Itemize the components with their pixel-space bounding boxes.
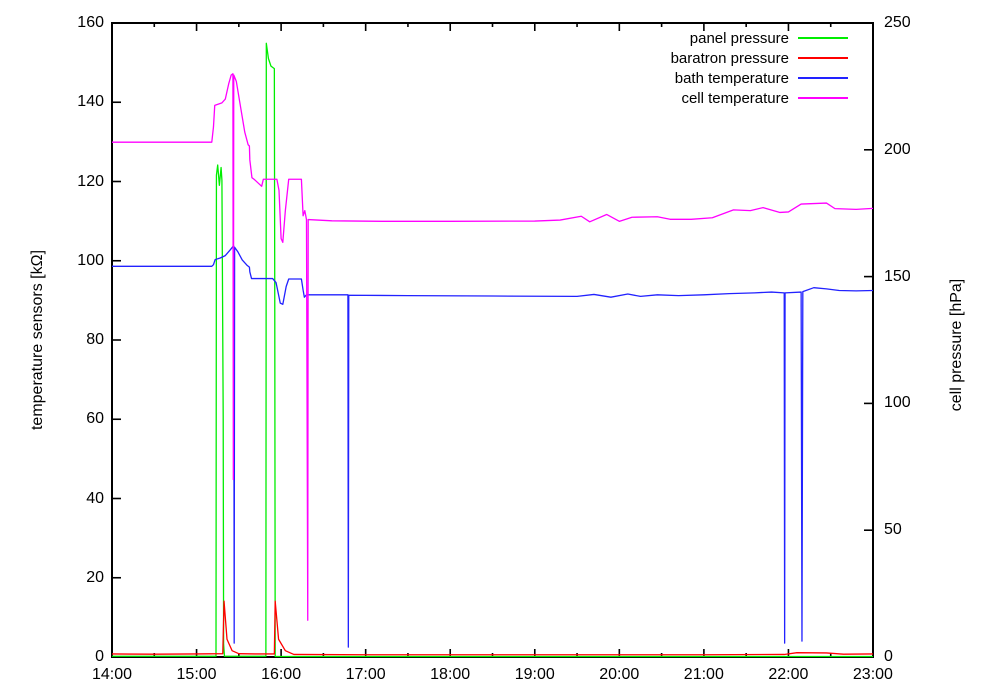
legend-label: cell temperature [681, 89, 789, 107]
series-baratron-pressure [111, 600, 874, 656]
series-panel-pressure [112, 42, 873, 658]
x-tick-label: 18:00 [430, 666, 471, 683]
legend-line-sample [798, 77, 848, 79]
series-cell-temperature [112, 73, 874, 621]
plot-border [111, 22, 874, 658]
y-right-tick-label: 250 [884, 14, 911, 31]
legend-label: panel pressure [689, 29, 789, 47]
y-right-tick-label: 100 [884, 394, 911, 412]
legend-label: bath temperature [674, 69, 789, 87]
legend-label: baratron pressure [670, 49, 789, 67]
legend-entry-cell-temperature: cell temperature [671, 88, 848, 108]
x-tick-label: 19:00 [514, 666, 555, 683]
legend-entry-bath-temperature: bath temperature [671, 68, 848, 88]
y-left-tick-label: 140 [77, 93, 104, 111]
x-tick-label: 17:00 [345, 666, 386, 683]
legend: panel pressure baratron pressure bath te… [671, 28, 848, 108]
y-right-tick-label: 200 [884, 140, 911, 158]
legend-entry-baratron-pressure: baratron pressure [671, 48, 848, 68]
y-right-tick-label: 150 [884, 267, 911, 285]
y-left-tick-label: 120 [77, 172, 104, 190]
y-left-tick-label: 0 [95, 648, 104, 665]
y-left-tick-label: 100 [77, 251, 104, 269]
y-left-tick-label: 60 [86, 410, 104, 428]
y-right-tick-labels: 250 200 150 100 50 0 [884, 15, 954, 665]
y-right-tick-label: 0 [884, 647, 893, 665]
y-left-tick-label: 160 [77, 14, 104, 31]
x-tick-label: 22:00 [768, 666, 809, 683]
series-bath-temperature [112, 245, 874, 648]
legend-line-sample [798, 97, 848, 99]
y-left-tick-label: 40 [86, 489, 104, 507]
x-tick-label: 20:00 [599, 666, 640, 683]
x-axis-ticks [111, 23, 874, 657]
x-tick-label: 23:00 [852, 666, 893, 683]
legend-line-sample [798, 57, 848, 59]
legend-line-sample [798, 37, 848, 39]
y-left-tick-label: 80 [86, 331, 104, 348]
x-tick-label: 16:00 [261, 666, 302, 683]
y-right-ticks [864, 22, 873, 658]
x-tick-label: 21:00 [683, 666, 724, 683]
legend-entry-panel-pressure: panel pressure [671, 28, 848, 48]
x-tick-labels: 14:00 15:00 16:00 17:00 18:00 19:00 20:0… [90, 666, 895, 683]
x-tick-label: 14:00 [91, 666, 133, 683]
y-left-axis-title: temperature sensors [kΩ] [29, 249, 46, 431]
y-right-axis-title: cell pressure [hPa] [948, 278, 965, 412]
y-right-tick-label: 50 [884, 521, 902, 539]
y-left-tick-label: 20 [86, 568, 104, 586]
x-tick-label: 15:00 [176, 666, 217, 683]
y-left-tick-labels: 160 140 120 100 80 60 40 20 0 [0, 15, 104, 665]
y-left-ticks [112, 22, 121, 658]
